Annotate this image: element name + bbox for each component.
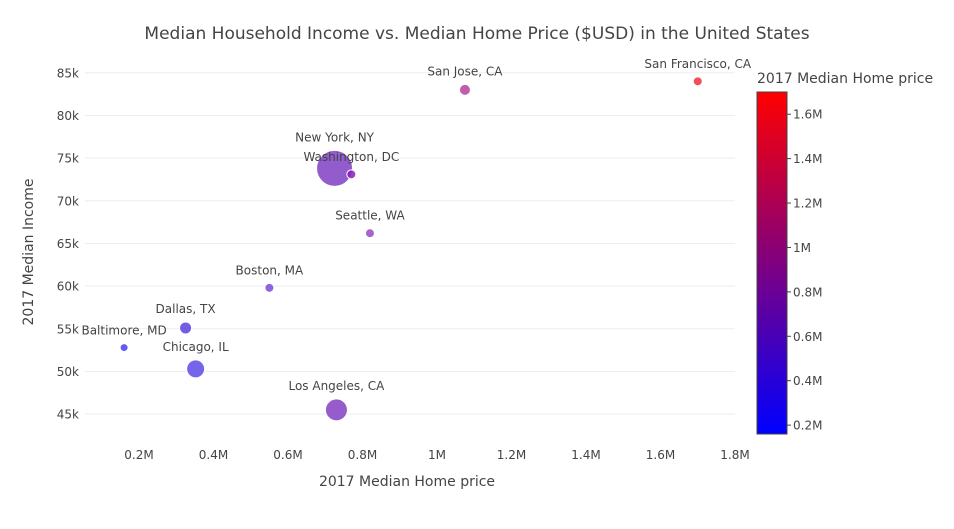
y-tick-label: 45k xyxy=(57,408,79,422)
x-axis-title: 2017 Median Home price xyxy=(319,474,495,490)
data-point xyxy=(364,228,375,239)
point-label: New York, NY xyxy=(295,130,375,144)
y-tick-label: 80k xyxy=(57,109,79,123)
x-tick-label: 0.4M xyxy=(199,448,228,462)
colorbar-tick-label: 0.6M xyxy=(793,330,822,344)
point-labels: San Francisco, CA San Jose, CA New York, N… xyxy=(81,57,751,393)
colorbar-title: 2017 Median Home price xyxy=(757,71,933,87)
data-point xyxy=(316,149,354,187)
data-points xyxy=(119,76,703,422)
data-point xyxy=(458,83,471,96)
x-tick-label: 0.2M xyxy=(124,448,153,462)
y-tick-label: 55k xyxy=(57,322,79,336)
colorbar-tick-label: 1.2M xyxy=(793,197,822,211)
data-point xyxy=(264,282,275,293)
colorbar-gradient xyxy=(756,91,788,435)
x-tick-label: 0.8M xyxy=(348,448,377,462)
point-label: Seattle, WA xyxy=(335,209,405,223)
y-tick-label: 65k xyxy=(57,237,79,251)
colorbar: 2017 Median Home price 0.2M 0.4M 0.6M 0.8M 1… xyxy=(756,71,933,435)
y-tick-label: 50k xyxy=(57,365,79,379)
colorbar-tick-label: 1.6M xyxy=(793,108,822,122)
x-tick-label: 1.4M xyxy=(571,448,600,462)
colorbar-tick-label: 1.4M xyxy=(793,152,822,166)
colorbar-tick-label: 0.4M xyxy=(793,374,822,388)
chart-title: Median Household Income vs. Median Home … xyxy=(144,24,809,44)
x-axis-ticks: 0.2M 0.4M 0.6M 0.8M 1M 1.2M 1.4M 1.6M 1.8M xyxy=(124,448,749,462)
y-tick-label: 60k xyxy=(57,280,79,294)
data-point xyxy=(324,398,348,422)
point-label: Washington, DC xyxy=(303,150,399,164)
y-axis-title: 2017 Median Income xyxy=(21,179,37,326)
x-tick-label: 1M xyxy=(428,448,446,462)
colorbar-tick-label: 0.2M xyxy=(793,419,822,433)
y-axis-ticks: 45k 50k 55k 60k 65k 70k 75k 80k 85k xyxy=(57,66,79,421)
point-label: San Francisco, CA xyxy=(644,57,751,71)
y-tick-label: 70k xyxy=(57,194,79,208)
x-tick-label: 1.6M xyxy=(646,448,675,462)
point-label: Los Angeles, CA xyxy=(288,379,385,393)
y-tick-label: 75k xyxy=(57,152,79,166)
data-point xyxy=(179,321,193,335)
point-label: Baltimore, MD xyxy=(81,324,166,338)
point-label: Chicago, IL xyxy=(163,340,229,354)
point-label: Boston, MA xyxy=(236,263,304,277)
x-tick-label: 0.6M xyxy=(273,448,302,462)
x-tick-label: 1.8M xyxy=(720,448,749,462)
colorbar-tick-label: 1M xyxy=(793,241,811,255)
data-point xyxy=(119,343,129,353)
data-point xyxy=(186,359,206,379)
x-tick-label: 1.2M xyxy=(497,448,526,462)
point-label: San Jose, CA xyxy=(427,64,503,78)
gridlines xyxy=(85,72,735,415)
colorbar-ticks: 0.2M 0.4M 0.6M 0.8M 1M 1.2M 1.4M 1.6M xyxy=(787,108,822,433)
data-point xyxy=(692,76,703,87)
point-label: Dallas, TX xyxy=(156,302,216,316)
data-point xyxy=(346,169,357,180)
colorbar-tick-label: 0.8M xyxy=(793,285,822,299)
y-tick-label: 85k xyxy=(57,66,79,80)
